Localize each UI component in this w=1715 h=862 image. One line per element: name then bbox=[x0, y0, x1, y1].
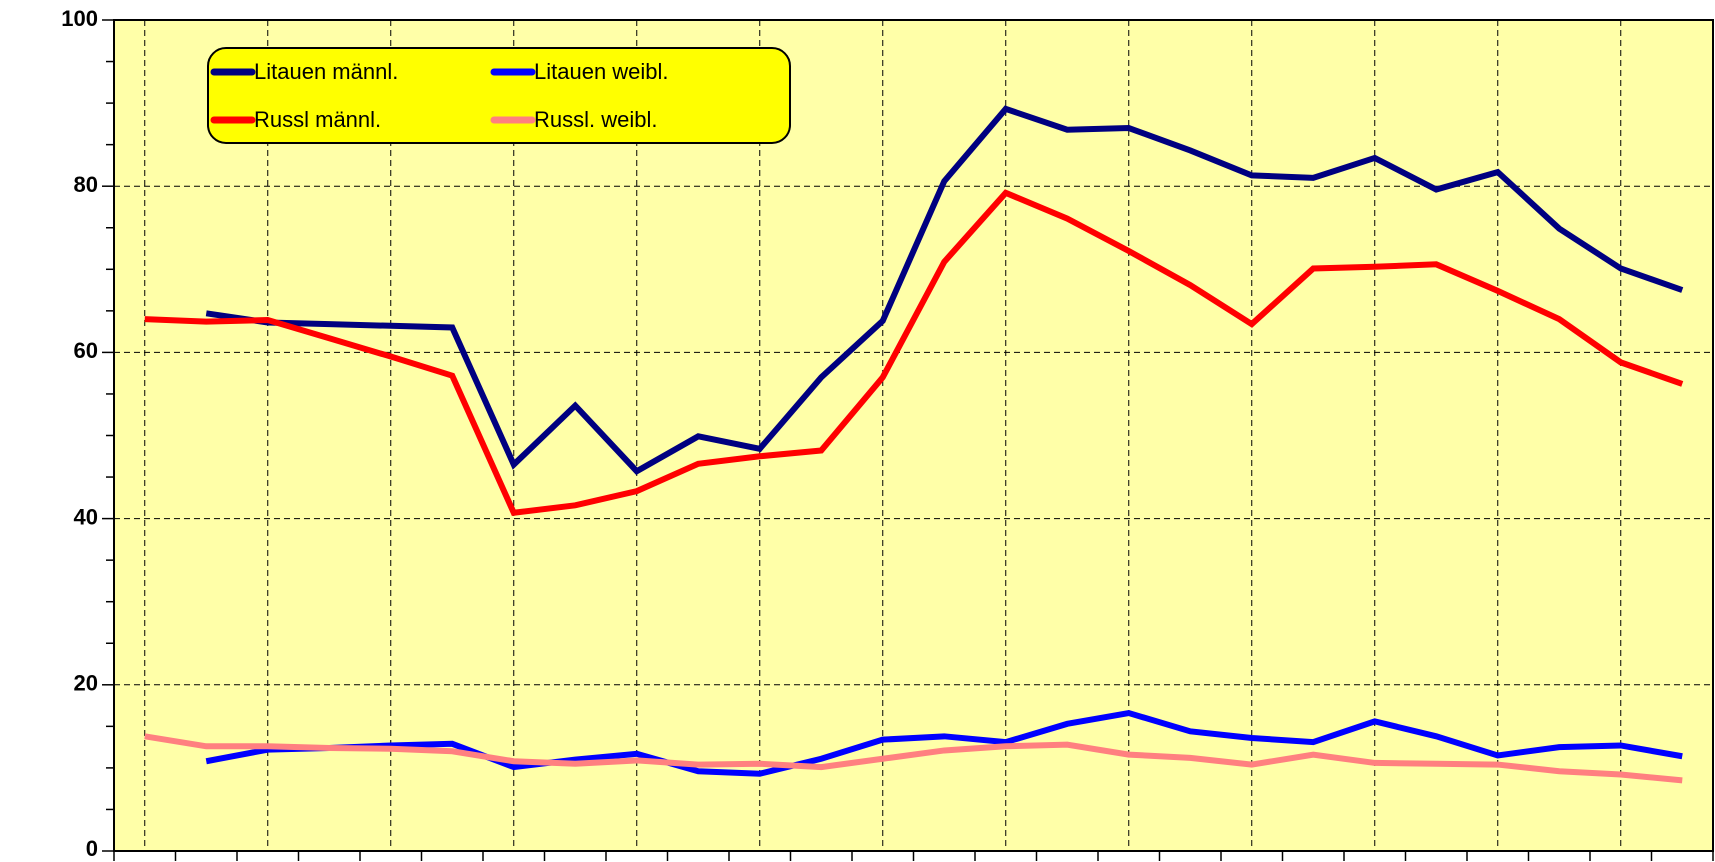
series-line bbox=[205, 709, 1683, 777]
series-line bbox=[205, 105, 1684, 476]
plot-area bbox=[114, 20, 1713, 851]
y-tick-label: 80 bbox=[74, 172, 98, 197]
plot-border bbox=[113, 19, 1714, 852]
legend-label: Litauen weibl. bbox=[534, 59, 669, 84]
legend-label: Russl männl. bbox=[254, 107, 381, 132]
legend-label: Russl. weibl. bbox=[534, 107, 657, 132]
y-tick-label: 60 bbox=[74, 338, 98, 363]
legend-label: Litauen männl. bbox=[254, 59, 398, 84]
y-tick-label: 20 bbox=[74, 671, 98, 696]
y-tick-label: 40 bbox=[74, 504, 98, 529]
series-line bbox=[144, 189, 1684, 517]
y-tick-label: 0 bbox=[86, 836, 98, 861]
legend-box bbox=[207, 47, 791, 144]
series-line bbox=[144, 733, 1683, 784]
y-tick-label: 100 bbox=[61, 6, 98, 31]
